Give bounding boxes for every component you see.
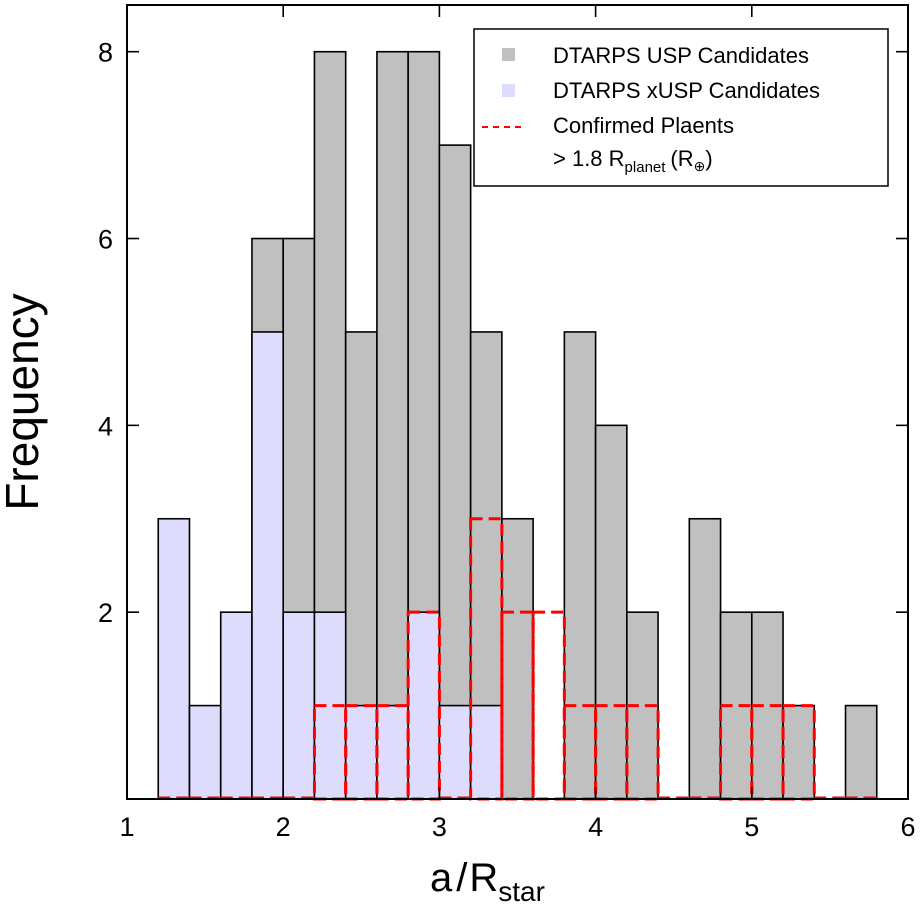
xusp-bar: [282, 611, 316, 800]
legend-radius-sub: planet: [625, 159, 667, 176]
xusp-bar: [469, 704, 503, 800]
usp-bar: [782, 704, 816, 800]
legend-label-usp: DTARPS USP Candidates: [553, 43, 809, 68]
xusp-bar: [344, 704, 378, 800]
legend-label-xusp: DTARPS xUSP Candidates: [553, 78, 820, 103]
xusp-bar: [438, 704, 472, 800]
x-tick-label: 3: [432, 812, 447, 842]
legend-swatch-usp: [502, 48, 515, 61]
x-tick-label: 1: [119, 812, 134, 842]
x-axis-label-slash: /: [456, 856, 468, 900]
usp-bar: [501, 517, 534, 800]
usp-bar: [844, 704, 878, 800]
y-tick-label: 2: [98, 598, 113, 628]
y-tick-label: 8: [98, 38, 113, 68]
confirmed-bar: [500, 610, 535, 801]
usp-bar: [563, 331, 597, 800]
legend-label-confirmed-radius: > 1.8 Rplanet (R⊕): [553, 146, 713, 176]
usp-bar: [688, 517, 722, 800]
legend: DTARPS USP Candidates DTARPS xUSP Candid…: [473, 28, 889, 187]
x-axis-label: a/Rstar: [430, 856, 545, 907]
axis-ticks-group: 1 2 3 4 5 6 2 4 6 8: [98, 5, 916, 842]
legend-radius-close: ): [705, 146, 712, 171]
x-tick-label: 6: [900, 812, 915, 842]
legend-label-confirmed: Confirmed Plaents: [553, 113, 734, 138]
legend-radius-paren: (R: [670, 146, 693, 171]
y-tick-label: 6: [98, 225, 113, 255]
x-tick-label: 5: [744, 812, 759, 842]
xusp-bar: [157, 517, 191, 800]
xusp-bar: [219, 611, 253, 800]
confirmed-bar: [625, 704, 660, 801]
xusp-bars-group: [157, 331, 503, 800]
usp-bar: [376, 50, 409, 800]
xusp-bar: [407, 611, 441, 800]
x-axis-label-r: R: [469, 856, 498, 900]
confirmed-bar: [781, 704, 816, 801]
xusp-bar: [188, 704, 222, 800]
legend-radius-prefix: > 1.8 R: [553, 146, 625, 171]
xusp-bar: [251, 331, 285, 800]
x-axis-label-a: a: [430, 856, 453, 900]
legend-swatch-xusp: [502, 84, 515, 97]
x-axis-label-sub: star: [498, 876, 545, 907]
usp-bar: [438, 144, 472, 800]
y-axis-label: Frequency: [0, 293, 48, 510]
usp-bar: [594, 424, 628, 800]
plot-frame: [126, 4, 909, 800]
earth-symbol: ⊕: [694, 158, 706, 174]
x-tick-label: 4: [588, 812, 603, 842]
confirmed-bar: [531, 610, 566, 801]
legend-frame: [473, 28, 889, 187]
x-tick-label: 2: [276, 812, 291, 842]
y-tick-label: 4: [98, 411, 113, 441]
confirmed-bar: [406, 610, 441, 801]
xusp-bar: [376, 704, 409, 800]
